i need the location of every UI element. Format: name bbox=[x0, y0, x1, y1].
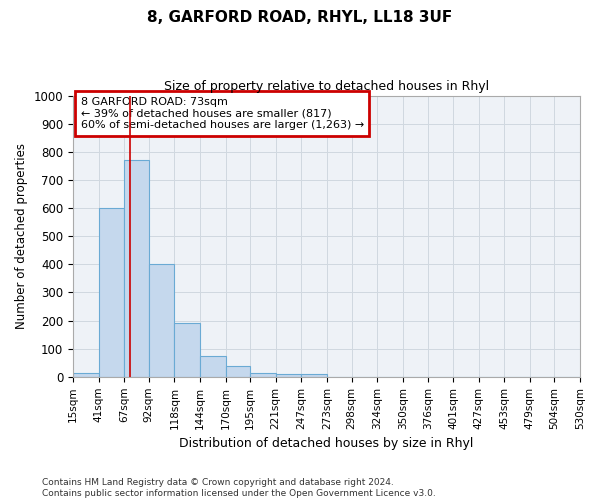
Bar bbox=[250, 372, 276, 377]
X-axis label: Distribution of detached houses by size in Rhyl: Distribution of detached houses by size … bbox=[179, 437, 473, 450]
Bar bbox=[200, 356, 226, 377]
Text: 8 GARFORD ROAD: 73sqm
← 39% of detached houses are smaller (817)
60% of semi-det: 8 GARFORD ROAD: 73sqm ← 39% of detached … bbox=[80, 97, 364, 130]
Text: Contains HM Land Registry data © Crown copyright and database right 2024.
Contai: Contains HM Land Registry data © Crown c… bbox=[42, 478, 436, 498]
Bar bbox=[124, 160, 149, 377]
Bar bbox=[301, 374, 327, 377]
Text: 8, GARFORD ROAD, RHYL, LL18 3UF: 8, GARFORD ROAD, RHYL, LL18 3UF bbox=[148, 10, 452, 25]
Title: Size of property relative to detached houses in Rhyl: Size of property relative to detached ho… bbox=[164, 80, 489, 93]
Bar bbox=[276, 374, 301, 377]
Bar bbox=[226, 366, 250, 377]
Bar bbox=[98, 208, 124, 377]
Bar bbox=[149, 264, 175, 377]
Y-axis label: Number of detached properties: Number of detached properties bbox=[15, 143, 28, 329]
Bar bbox=[73, 372, 98, 377]
Bar bbox=[175, 324, 200, 377]
